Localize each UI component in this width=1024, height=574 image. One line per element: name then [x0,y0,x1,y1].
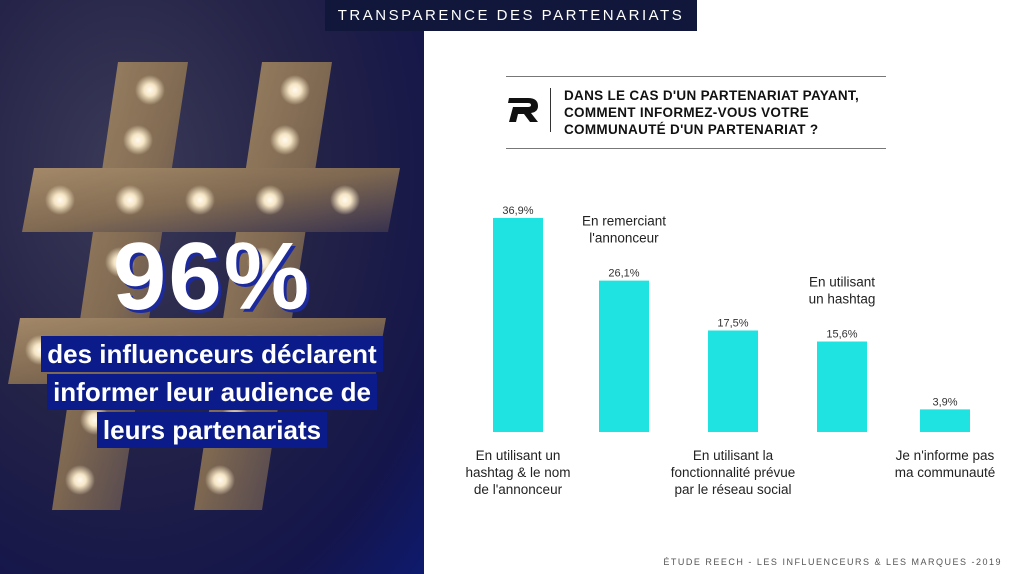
question-top-rule [506,76,886,77]
category-label: l'annonceur [589,231,659,246]
question-line: COMMUNAUTÉ D'UN PARTENARIAT ? [564,122,819,137]
bar [920,409,970,432]
light-bulb [330,185,360,215]
question-line: DANS LE CAS D'UN PARTENARIAT PAYANT, [564,88,860,103]
category-label: ma communauté [895,465,996,480]
category-label: Je n'informe pas [896,448,995,463]
light-bulb [105,247,135,277]
hero-panel: 96% des influenceurs déclarent informer … [0,0,424,574]
value-label: 26,1% [608,268,639,280]
category-label: En remerciant [582,214,666,229]
bar [493,217,543,432]
bar [708,330,758,432]
category-label: fonctionnalité prévue [671,465,796,480]
light-bulb [205,465,235,495]
light-bulb [247,247,277,277]
value-label: 15,6% [826,329,857,341]
hero-caption-line: des influenceurs déclarent [41,336,383,372]
light-bulb [270,125,300,155]
question-line: COMMENT INFORMEZ-VOUS VOTRE [564,105,810,120]
value-label: 36,9% [502,205,533,217]
footer-source: ÉTUDE REECH - LES INFLUENCEURS & LES MAR… [663,557,1002,567]
bar [817,341,867,432]
category-label: de l'annonceur [474,482,563,497]
category-label: En utilisant la [693,448,774,463]
category-label: En utilisant [809,275,875,290]
category-label: En utilisant un [476,448,561,463]
value-label: 17,5% [717,318,748,330]
hero-caption: des influenceurs déclarent informer leur… [40,336,384,450]
light-bulb [135,75,165,105]
light-bulb [185,185,215,215]
section-title-banner: TRANSPARENCE DES PARTENARIATS [325,0,697,31]
category-label: un hashtag [809,292,876,307]
hero-stat: 96% [112,223,312,330]
question-divider [550,88,551,132]
question-bottom-rule [506,148,886,149]
category-label: hashtag & le nom [465,465,570,480]
light-bulb [115,185,145,215]
value-label: 3,9% [932,396,957,408]
light-bulb [45,185,75,215]
bar [599,280,649,432]
light-bulb [123,125,153,155]
hero-caption-line: leurs partenariats [96,412,328,448]
light-bulb [280,75,310,105]
chart-question-title: DANS LE CAS D'UN PARTENARIAT PAYANT, COM… [564,87,884,138]
reech-logo-icon [508,98,538,122]
light-bulb [255,185,285,215]
bar-chart: 36,9% En utilisant un hashtag & le nom de l… [465,205,996,497]
category-label: par le réseau social [674,482,791,497]
hero-caption-line: informer leur audience de [47,374,377,410]
light-bulb [65,465,95,495]
